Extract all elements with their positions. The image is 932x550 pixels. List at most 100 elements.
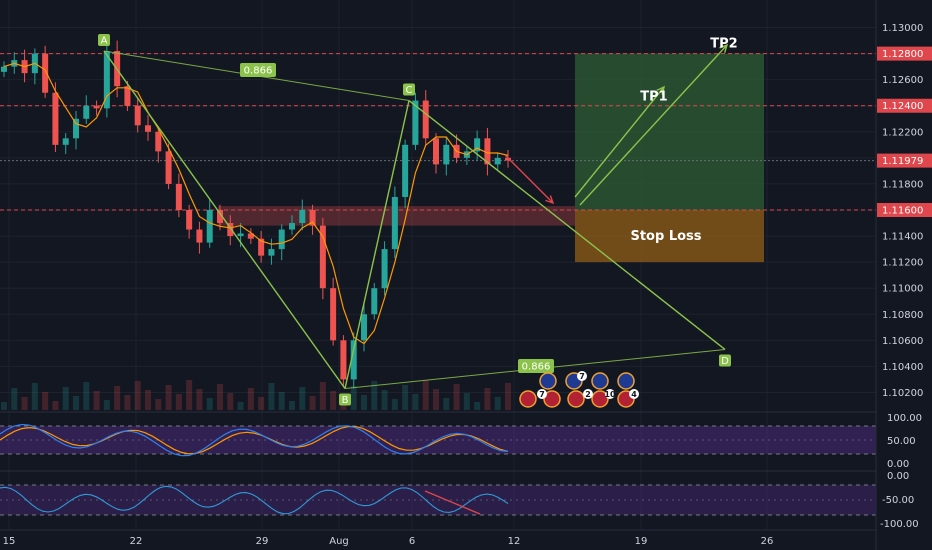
time-axis[interactable]: 15 22 29 Aug 6 12 19 26 (3, 536, 774, 547)
candle-body (73, 118, 79, 139)
candle-body (175, 183, 182, 210)
price-axis-tick: 1.11000 (882, 284, 923, 295)
price-tag (877, 46, 932, 61)
candle-body (371, 288, 378, 315)
candle-body (505, 157, 511, 161)
candle-body (289, 223, 295, 230)
profit-zone[interactable] (575, 53, 764, 211)
price-axis-tick: 1.11400 (882, 232, 923, 243)
candle-body (134, 105, 141, 126)
oscillator-panel[interactable] (0, 484, 876, 516)
us-flag-icon[interactable] (567, 390, 585, 408)
pattern-point-label: A (101, 36, 108, 47)
volume-bar (361, 395, 367, 410)
candle-body (433, 138, 439, 165)
oscillator-axis-tick: -50.00 (882, 495, 914, 506)
candle-body (237, 233, 244, 237)
arrow-line (504, 154, 554, 204)
volume-bar (186, 380, 193, 410)
volume-bar (103, 400, 110, 410)
volume-bar (258, 397, 265, 410)
volume-bar (227, 393, 234, 410)
event-count: 7 (539, 390, 545, 399)
candle-body (402, 144, 409, 197)
pattern-leg (344, 100, 410, 389)
volume-bar (402, 385, 409, 410)
arrow-head (656, 85, 666, 95)
time-axis-label: 26 (761, 536, 774, 547)
candle-body (217, 210, 223, 224)
event-count: 7 (579, 372, 585, 381)
price-axis-tick: 1.12600 (882, 75, 923, 86)
price-axis-tick: 1.11800 (882, 179, 923, 190)
pattern-point-marker[interactable] (403, 83, 415, 96)
event-count-badge (577, 371, 587, 381)
pattern-point-marker[interactable] (719, 354, 731, 367)
volume-bar (453, 384, 460, 410)
oscillator-axis-tick: 0.00 (887, 471, 909, 482)
arrow-line (574, 86, 665, 198)
price-tag (877, 203, 932, 217)
stochastic-panel[interactable] (0, 423, 876, 457)
volume-bar (381, 390, 388, 410)
volume-bar (52, 401, 59, 410)
volume-bar (505, 383, 511, 410)
event-count: 4 (631, 390, 637, 399)
candle-body (52, 92, 59, 145)
pattern-point-label: B (342, 395, 349, 406)
pattern-point-marker[interactable] (339, 393, 351, 406)
pattern-leg (103, 50, 346, 389)
eu-flag-icon[interactable] (591, 372, 609, 390)
candle-body (145, 125, 151, 132)
candle-body (42, 53, 49, 93)
volume-bar (268, 383, 275, 410)
us-flag-icon[interactable] (519, 390, 537, 408)
tp1-label: TP1 (640, 90, 667, 105)
volume-bar (391, 399, 398, 410)
us-flag-icon[interactable] (591, 390, 609, 408)
volume-bar (165, 385, 172, 410)
arrow-head (719, 43, 729, 53)
us-flag-icon[interactable] (543, 390, 561, 408)
ratio-label: 0.866 (522, 362, 551, 373)
volume-bar (217, 384, 223, 410)
event-count-badge (629, 389, 639, 399)
candle-body (247, 233, 254, 239)
arrow-line (579, 44, 728, 206)
eu-flag-icon[interactable] (617, 372, 635, 390)
volume-bar (1, 402, 7, 410)
event-count-badge (605, 389, 615, 399)
time-axis-label: Aug (329, 536, 349, 547)
event-count-badge (537, 389, 547, 399)
volume-bar (134, 381, 141, 410)
volume-bar (278, 392, 285, 410)
candle-body (165, 151, 172, 184)
candle-body (474, 138, 481, 152)
candle-body (381, 249, 388, 289)
candle-body (258, 238, 265, 256)
abcd-pattern[interactable]: A B C D 0.866 0.866 (98, 34, 731, 406)
candle-body (83, 105, 90, 119)
price-axis-tick: 1.10800 (882, 310, 923, 321)
candle-body (422, 100, 429, 139)
candle-body (330, 288, 337, 341)
price-axis[interactable] (876, 0, 932, 550)
price-axis-tick: 1.10600 (882, 336, 923, 347)
eu-flag-icon[interactable] (539, 372, 557, 390)
time-axis-label: 19 (635, 536, 648, 547)
volume-bar (42, 392, 49, 410)
candle-body (186, 210, 193, 230)
volume-bar (145, 390, 151, 410)
pattern-point-label: D (721, 356, 729, 367)
price-level-lines (0, 53, 876, 211)
stop-loss-zone[interactable] (575, 210, 764, 263)
projection-arrows (504, 43, 729, 206)
candle-body (350, 340, 357, 380)
candle-body (319, 225, 326, 289)
candle-body (443, 144, 450, 165)
price-tags: 1.12800 1.12400 1.11979 1.11600 (877, 46, 932, 217)
economic-events[interactable]: 77 2 10 4 (519, 371, 639, 408)
pattern-point-marker[interactable] (98, 34, 110, 47)
candle-body (1, 66, 7, 72)
